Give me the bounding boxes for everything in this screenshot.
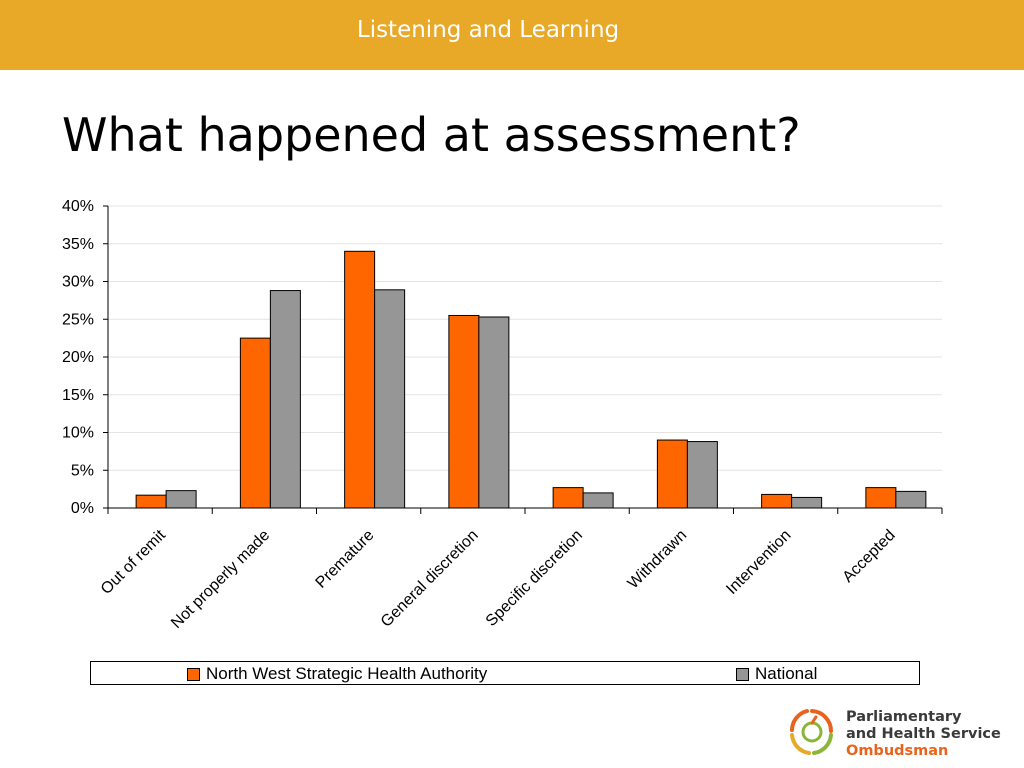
y-tick-label: 35% xyxy=(62,236,94,253)
legend-label-nw: North West Strategic Health Authority xyxy=(206,664,488,683)
x-tick-label: Accepted xyxy=(840,527,899,586)
bar-national xyxy=(791,496,823,509)
y-tick-label: 30% xyxy=(62,274,94,291)
ombudsman-logo: Parliamentary and Health Service Ombudsm… xyxy=(786,705,1001,765)
bar-national xyxy=(582,492,614,509)
x-tick-label: General discretion xyxy=(378,527,482,631)
bar-chart: 0% 5% 10% 15% 20% 25% 30% 35% 40% Out of remit Not… xyxy=(62,198,943,632)
y-tick-label: 20% xyxy=(62,349,94,366)
legend-label-national: National xyxy=(755,664,818,683)
banner-title: Listening and Learning xyxy=(356,17,620,43)
header-banner: Listening and Learning xyxy=(0,0,1024,70)
bar-nw xyxy=(135,494,167,509)
x-tick-label: Specific discretion xyxy=(483,527,586,630)
x-tick-label: Withdrawn xyxy=(625,527,690,592)
bar-national xyxy=(269,290,301,509)
bar-national xyxy=(686,441,718,509)
x-tick-label: Out of remit xyxy=(98,526,170,598)
y-tick-label: 25% xyxy=(62,311,94,328)
y-tick-label: 10% xyxy=(62,425,94,442)
gridlines xyxy=(108,205,942,471)
bar-nw xyxy=(239,337,271,509)
logo-text: Parliamentary and Health Service Ombudsm… xyxy=(846,709,1001,760)
y-tick-label: 5% xyxy=(71,462,94,479)
bar-national xyxy=(895,490,927,509)
logo-line-3: Ombudsman xyxy=(846,743,949,759)
logo-line-1: Parliamentary xyxy=(846,709,962,725)
page-title: What happened at assessment? xyxy=(62,108,801,162)
chart-legend: North West Strategic Health Authority Na… xyxy=(90,661,920,685)
y-tick-label: 15% xyxy=(62,387,94,404)
bar-nw xyxy=(656,439,688,509)
logo-line-2: and Health Service xyxy=(846,726,1001,742)
ombudsman-logo-icon xyxy=(790,709,834,755)
y-tick-label: 40% xyxy=(62,198,94,215)
bar-nw xyxy=(761,493,793,509)
bar-nw xyxy=(344,250,376,509)
x-tick-label: Premature xyxy=(313,527,378,592)
bar-nw xyxy=(552,487,584,509)
legend-item-national: National xyxy=(736,664,817,684)
bar-nw xyxy=(448,314,480,509)
bar-national xyxy=(374,289,406,509)
x-tick-label: Not properly made xyxy=(168,527,273,632)
bars xyxy=(135,250,927,509)
bar-nw xyxy=(865,487,897,509)
bar-national xyxy=(478,316,510,509)
legend-item-nw: North West Strategic Health Authority xyxy=(187,664,487,684)
legend-swatch-national xyxy=(736,667,749,681)
x-tick-label: Intervention xyxy=(723,527,794,598)
y-tick-label: 0% xyxy=(71,500,94,517)
legend-swatch-nw xyxy=(187,667,200,681)
bar-national xyxy=(165,490,197,509)
